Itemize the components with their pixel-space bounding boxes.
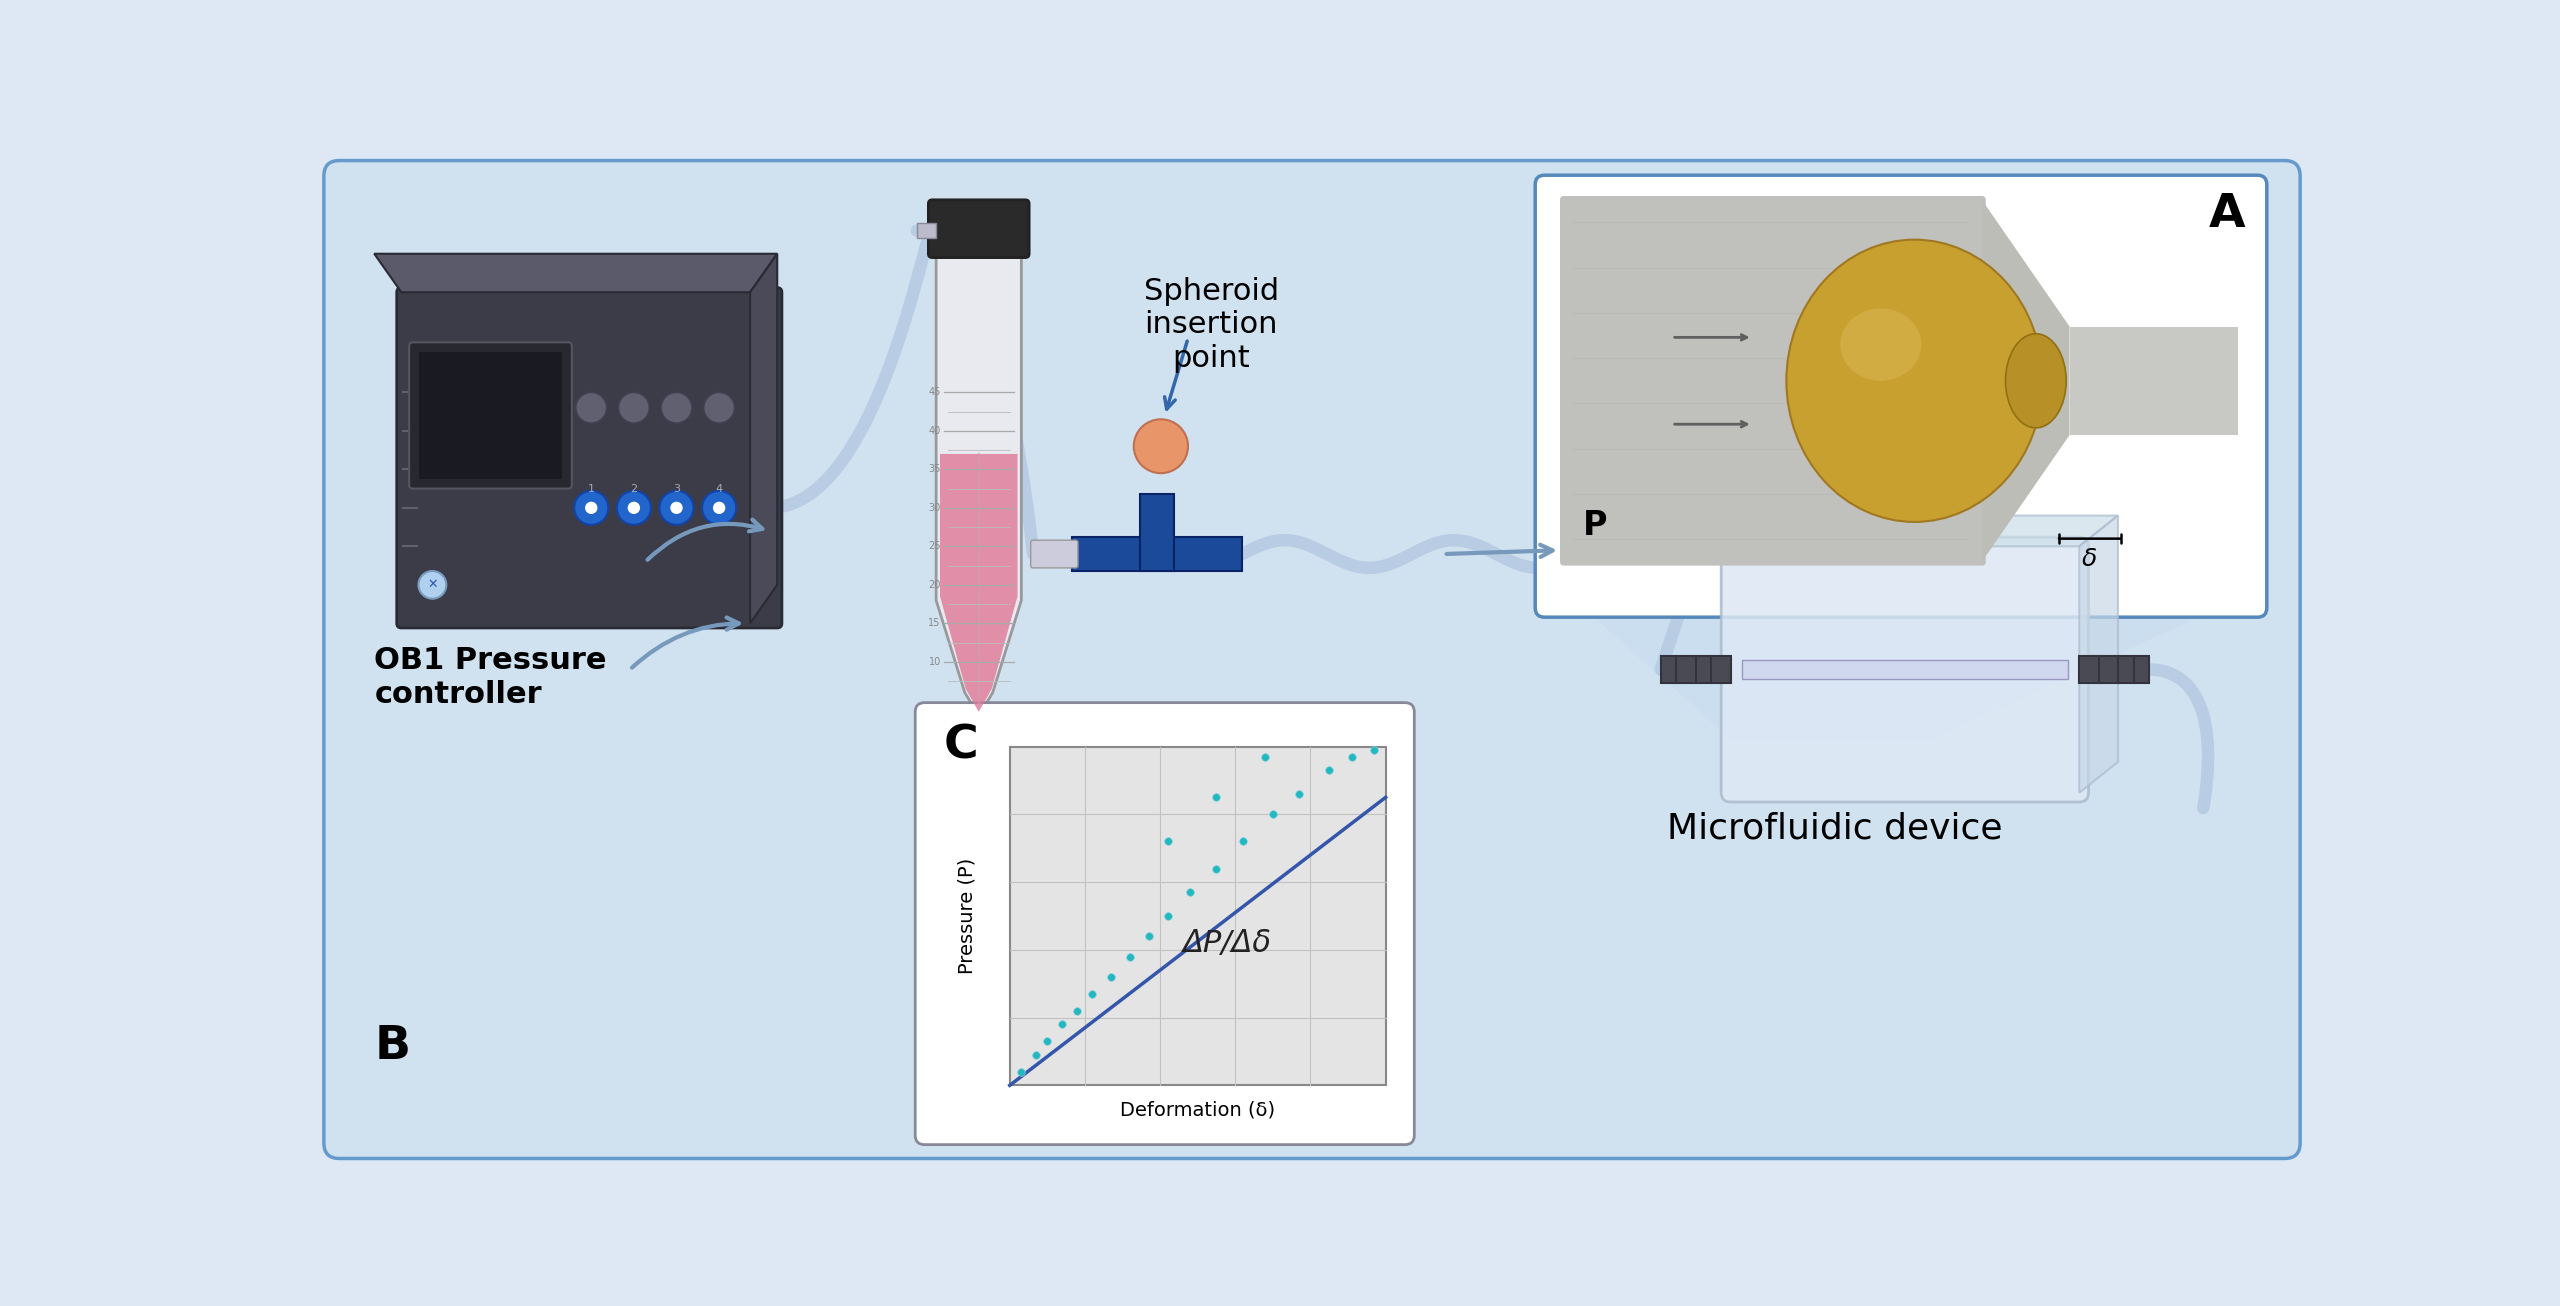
FancyBboxPatch shape [1032,541,1078,568]
FancyBboxPatch shape [1559,196,1987,565]
Text: 35: 35 [929,465,940,474]
Text: 15: 15 [929,618,940,628]
Bar [1661,656,1731,683]
Circle shape [617,491,650,525]
FancyBboxPatch shape [397,287,781,628]
Ellipse shape [2004,334,2066,428]
Polygon shape [937,253,1021,716]
Text: 1: 1 [589,483,594,494]
Circle shape [576,392,607,423]
Polygon shape [2079,516,2117,793]
Text: ✕: ✕ [428,579,438,592]
Circle shape [627,502,640,515]
FancyBboxPatch shape [1536,175,2266,618]
Circle shape [701,491,737,525]
Bar [1009,747,1385,1085]
Text: A: A [2209,192,2245,238]
Text: 45: 45 [929,388,940,397]
Text: Deformation (δ): Deformation (δ) [1121,1101,1275,1121]
Text: 30: 30 [929,503,940,513]
Bar [1743,661,2068,679]
FancyBboxPatch shape [325,161,2299,1158]
Circle shape [704,392,735,423]
Text: 10: 10 [929,657,940,667]
FancyBboxPatch shape [1720,537,2089,802]
Text: δ: δ [2081,547,2097,571]
Text: P: P [1582,509,1608,542]
Text: OB1 Pressure
controller: OB1 Pressure controller [374,646,607,709]
Text: 4: 4 [717,483,722,494]
Circle shape [712,502,724,515]
Ellipse shape [1841,308,1920,381]
Circle shape [586,502,596,515]
Text: Microfluidic device: Microfluidic device [1667,812,2002,846]
Text: 20: 20 [929,580,940,590]
Circle shape [417,571,445,598]
Bar [1073,537,1242,571]
Polygon shape [1981,200,2068,562]
Ellipse shape [1787,239,2043,522]
Text: 2: 2 [630,483,637,494]
FancyBboxPatch shape [410,342,571,488]
FancyBboxPatch shape [420,353,561,478]
Polygon shape [1582,607,2220,739]
Circle shape [660,392,691,423]
Text: B: B [374,1024,410,1068]
Text: Spheroid
insertion
point: Spheroid insertion point [1144,277,1280,374]
Bar [2068,326,2237,435]
Text: ΔP/Δδ: ΔP/Δδ [1183,929,1272,957]
Text: 40: 40 [929,426,940,436]
Text: C: C [945,724,978,768]
Polygon shape [374,253,778,293]
Bar [916,223,937,238]
Circle shape [660,491,694,525]
Polygon shape [1731,516,2117,546]
FancyBboxPatch shape [916,703,1413,1144]
FancyBboxPatch shape [929,200,1029,257]
Polygon shape [940,454,1016,712]
Text: 3: 3 [673,483,681,494]
Bar [2079,656,2148,683]
Circle shape [573,491,609,525]
Text: Pressure (P): Pressure (P) [957,858,975,974]
Circle shape [1134,419,1188,473]
Circle shape [671,502,684,515]
Polygon shape [750,253,778,623]
Text: 25: 25 [929,542,940,551]
Circle shape [620,392,650,423]
Bar [1139,494,1175,571]
